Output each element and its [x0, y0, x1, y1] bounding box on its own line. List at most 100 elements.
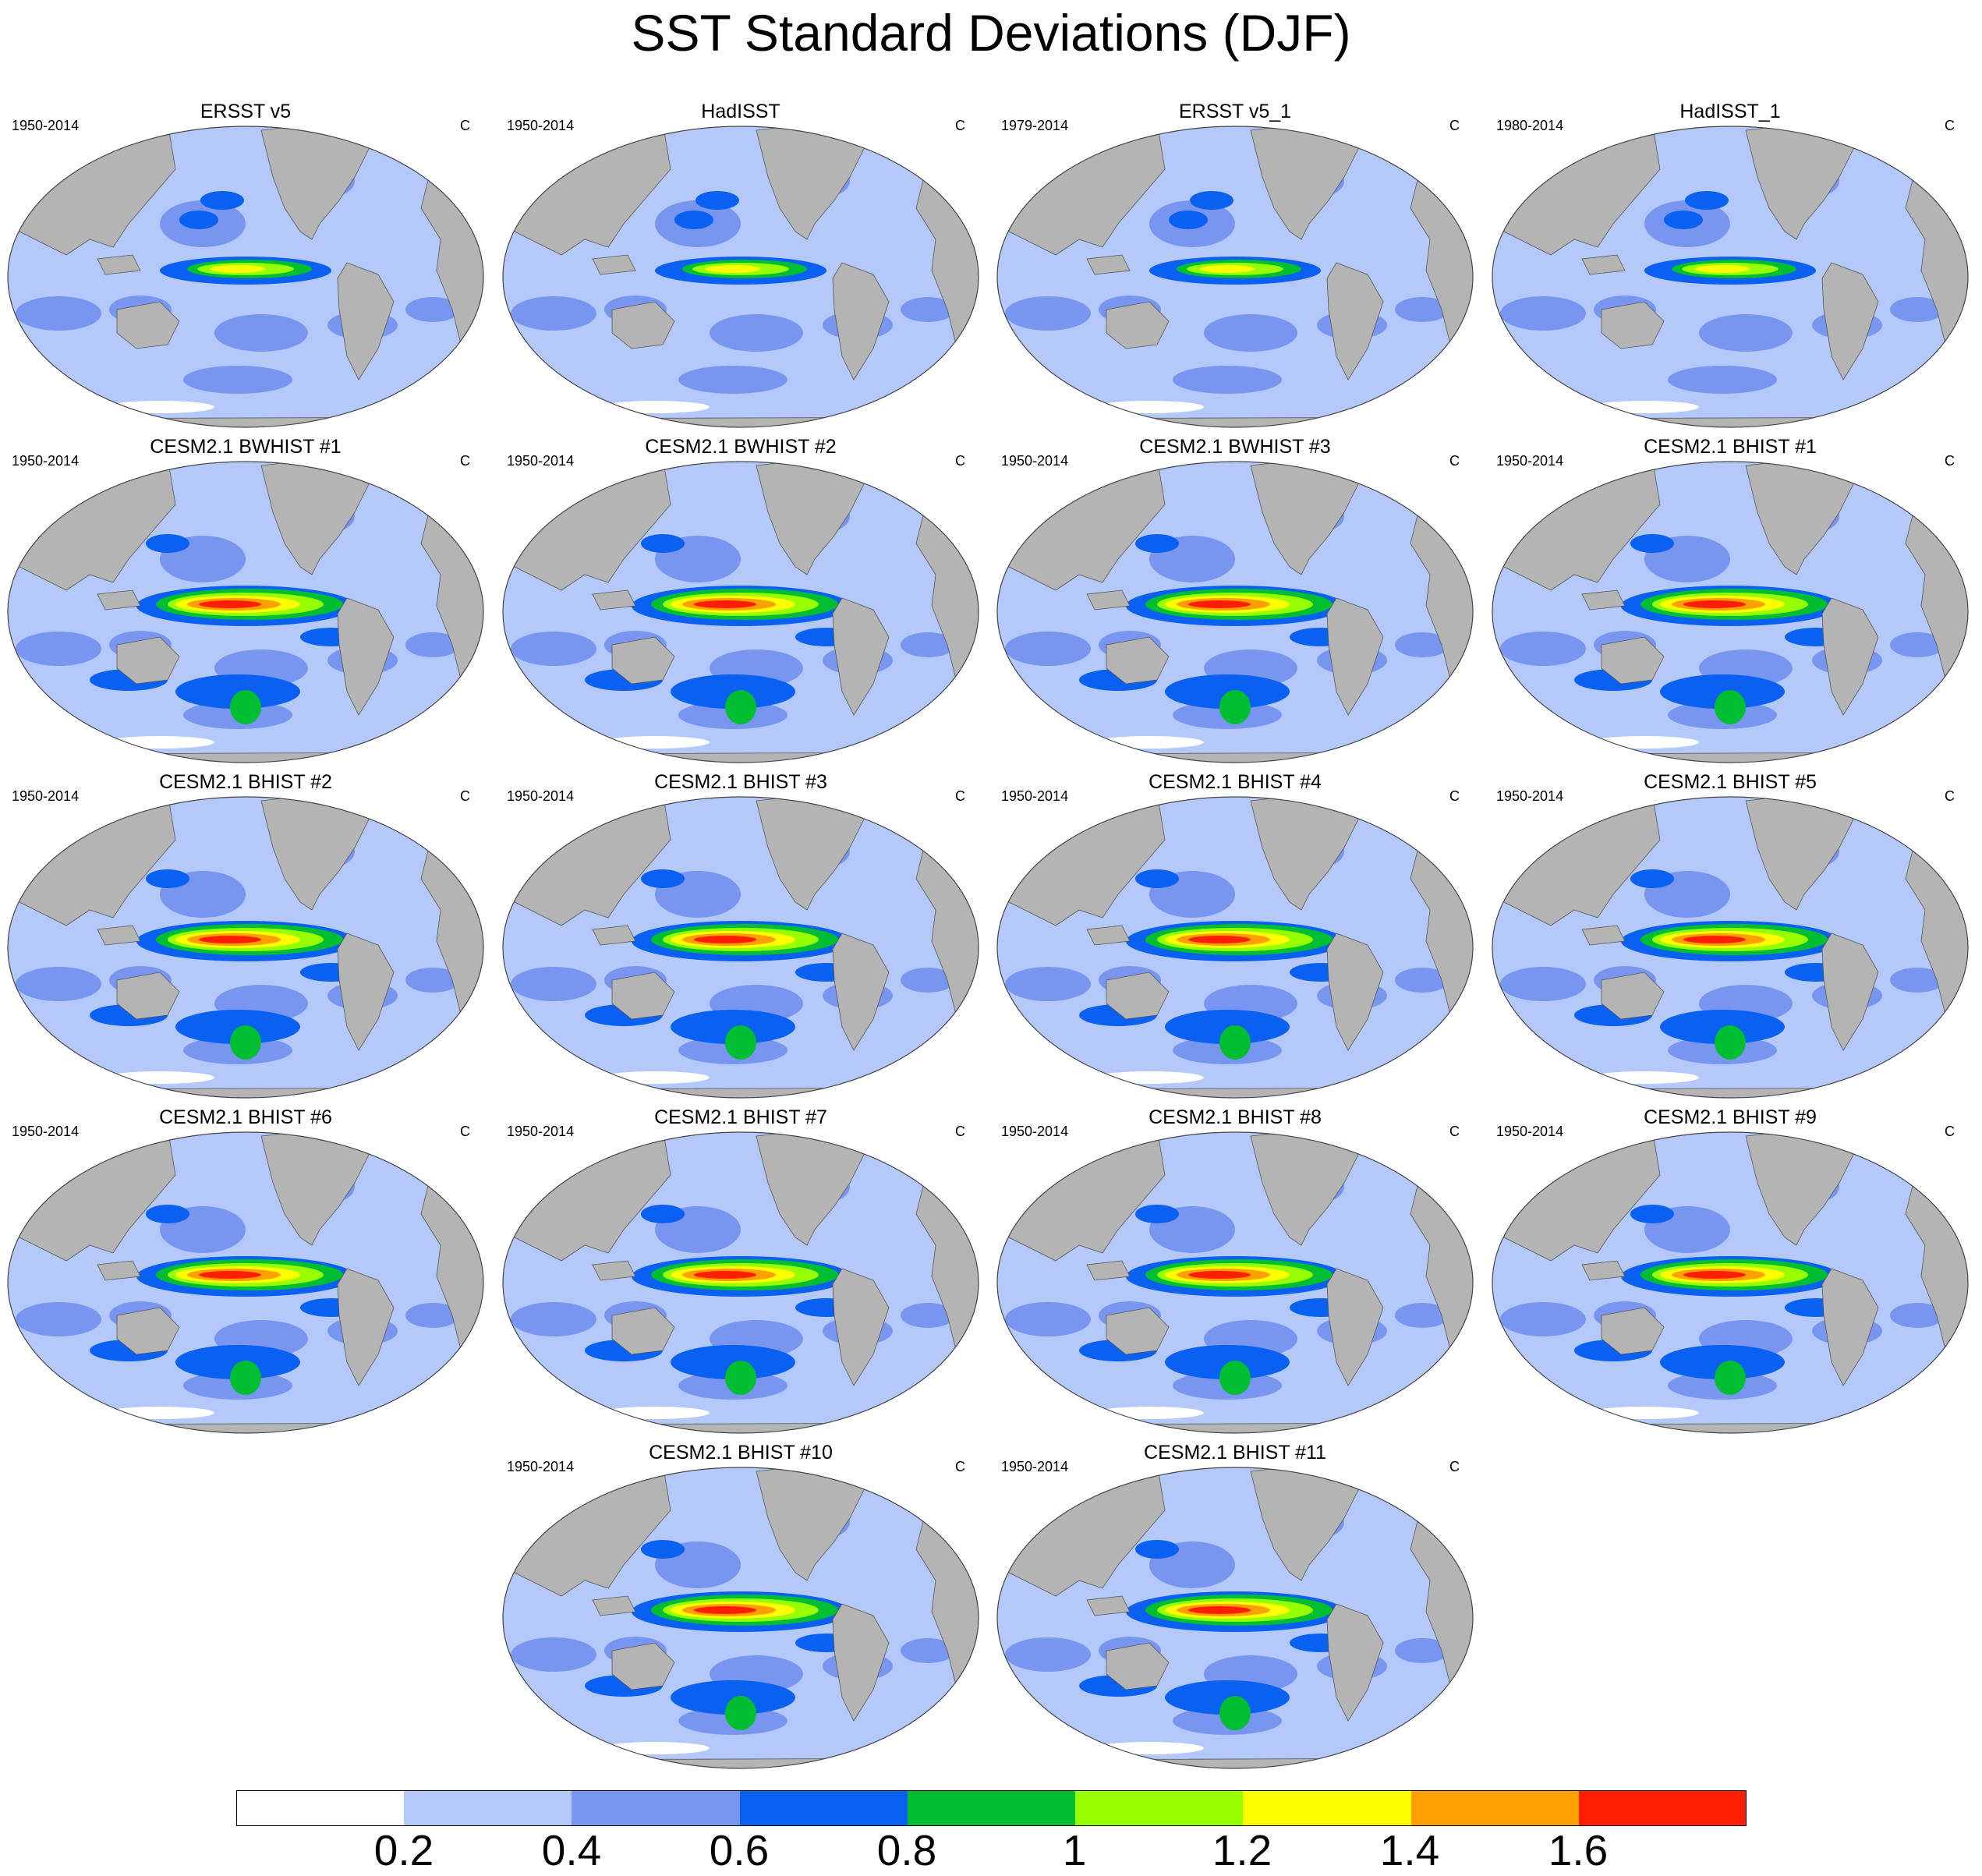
- sst-contour: [641, 1540, 685, 1559]
- panel-title: CESM2.1 BHIST #8: [1148, 1106, 1322, 1128]
- enso-tongue: [1200, 265, 1255, 273]
- colorbar-swatch: [739, 1790, 908, 1826]
- panel-title: CESM2.1 BWHIST #2: [645, 436, 837, 458]
- south-america-landmass: [1326, 1603, 1384, 1722]
- sst-contour: [511, 296, 596, 331]
- colorbar-swatch: [907, 1790, 1076, 1826]
- antarctica-landmass: [997, 752, 1473, 763]
- world-map: [502, 461, 979, 763]
- panel-title: ERSST v5: [200, 101, 292, 122]
- australia-landmass: [1106, 1307, 1170, 1355]
- map-panel: CESM2.1 BHIST #7 1950-2014 C: [499, 1106, 982, 1437]
- antarctica-landmass: [503, 416, 979, 427]
- south-america-landmass: [1326, 933, 1384, 1051]
- sst-contour: [901, 1638, 955, 1663]
- panel-title: CESM2.1 BWHIST #3: [1139, 436, 1331, 458]
- sst-contour: [1095, 1407, 1204, 1419]
- sst-contour: [105, 736, 214, 749]
- colorbar-swatch: [1243, 1790, 1412, 1826]
- sst-contour: [725, 690, 756, 724]
- antarctica-landmass: [1492, 1087, 1968, 1098]
- sst-contour: [671, 1010, 795, 1044]
- world-map: [502, 796, 979, 1099]
- sst-contour: [1590, 1071, 1699, 1084]
- antarctica-landmass: [8, 1087, 483, 1098]
- map-outline: [502, 461, 979, 763]
- sst-contour: [511, 632, 596, 666]
- sst-contour: [175, 1345, 300, 1379]
- colorbar: [236, 1790, 1747, 1826]
- indonesia-landmass: [97, 1260, 141, 1281]
- sst-contour: [1395, 632, 1449, 657]
- sst-contour: [600, 1071, 710, 1084]
- panel-units: C: [955, 118, 965, 133]
- panel-title: CESM2.1 BHIST #11: [1144, 1442, 1326, 1464]
- map-outline: [996, 1131, 1474, 1434]
- australia-landmass: [1601, 1307, 1665, 1355]
- indonesia-landmass: [592, 925, 636, 946]
- sst-contour: [671, 1680, 795, 1715]
- sst-contour: [1660, 1345, 1785, 1379]
- sst-contour: [725, 1361, 756, 1395]
- map-outline: [502, 796, 979, 1099]
- sst-contour: [1219, 1025, 1251, 1060]
- world-map: [7, 1131, 484, 1434]
- panel-units: C: [460, 453, 470, 469]
- sst-contour: [600, 1407, 710, 1419]
- panel-title: CESM2.1 BHIST #6: [159, 1106, 332, 1128]
- australia-landmass: [611, 1642, 675, 1690]
- map-panel: CESM2.1 BHIST #2 1950-2014 C: [4, 770, 487, 1102]
- indonesia-landmass: [592, 1595, 636, 1616]
- south-america-landmass: [832, 262, 890, 381]
- map-panel: CESM2.1 BHIST #5 1950-2014 C: [1488, 770, 1972, 1102]
- sst-contour: [1165, 1345, 1290, 1379]
- world-map: [996, 126, 1474, 428]
- colorbar-label: 0.4: [541, 1826, 602, 1874]
- sst-contour: [901, 297, 955, 322]
- map-outline: [1492, 461, 1969, 763]
- world-map: [1492, 126, 1969, 428]
- map-panel: CESM2.1 BWHIST #3 1950-2014 C: [993, 435, 1477, 766]
- world-map: [1492, 461, 1969, 763]
- australia-landmass: [1106, 301, 1170, 349]
- antarctica-landmass: [8, 1422, 483, 1433]
- sst-contour: [146, 1205, 189, 1223]
- panel-period: 1950-2014: [1001, 788, 1069, 804]
- sst-contour: [1500, 632, 1586, 666]
- panel-title: CESM2.1 BWHIST #1: [150, 436, 342, 458]
- sst-contour: [1095, 1742, 1204, 1754]
- sst-contour: [600, 401, 710, 413]
- panel-period: 1950-2014: [12, 453, 80, 469]
- sst-contour: [16, 632, 101, 666]
- map-panel: CESM2.1 BHIST #4 1950-2014 C: [993, 770, 1477, 1102]
- sst-contour: [405, 1303, 460, 1328]
- sst-contour: [1395, 1638, 1449, 1663]
- panel-units: C: [1449, 1459, 1460, 1474]
- enso-tongue: [199, 936, 261, 943]
- sst-contour: [901, 968, 955, 993]
- sst-contour: [1095, 1071, 1204, 1084]
- sst-contour: [1135, 534, 1179, 553]
- australia-landmass: [1601, 972, 1665, 1020]
- sst-contour: [1095, 401, 1204, 413]
- colorbar-label: 1.4: [1379, 1826, 1440, 1874]
- enso-tongue: [1683, 936, 1746, 943]
- indonesia-landmass: [1581, 254, 1626, 275]
- sst-contour: [1135, 1540, 1179, 1559]
- panel-title: HadISST_1: [1679, 101, 1781, 122]
- map-outline: [996, 461, 1474, 763]
- sst-contour: [695, 191, 739, 210]
- map-outline: [7, 1131, 484, 1434]
- sst-contour: [1095, 736, 1204, 749]
- panel-units: C: [1945, 453, 1955, 469]
- panel-period: 1950-2014: [507, 788, 575, 804]
- panel-period: 1980-2014: [1496, 118, 1564, 133]
- panel-period: 1950-2014: [12, 788, 80, 804]
- sst-contour: [901, 1303, 955, 1328]
- sst-contour: [105, 1071, 214, 1084]
- sst-contour: [1165, 1680, 1290, 1715]
- colorbar-label: 0.6: [709, 1826, 770, 1874]
- world-map: [996, 461, 1474, 763]
- australia-landmass: [611, 972, 675, 1020]
- sst-contour: [1590, 736, 1699, 749]
